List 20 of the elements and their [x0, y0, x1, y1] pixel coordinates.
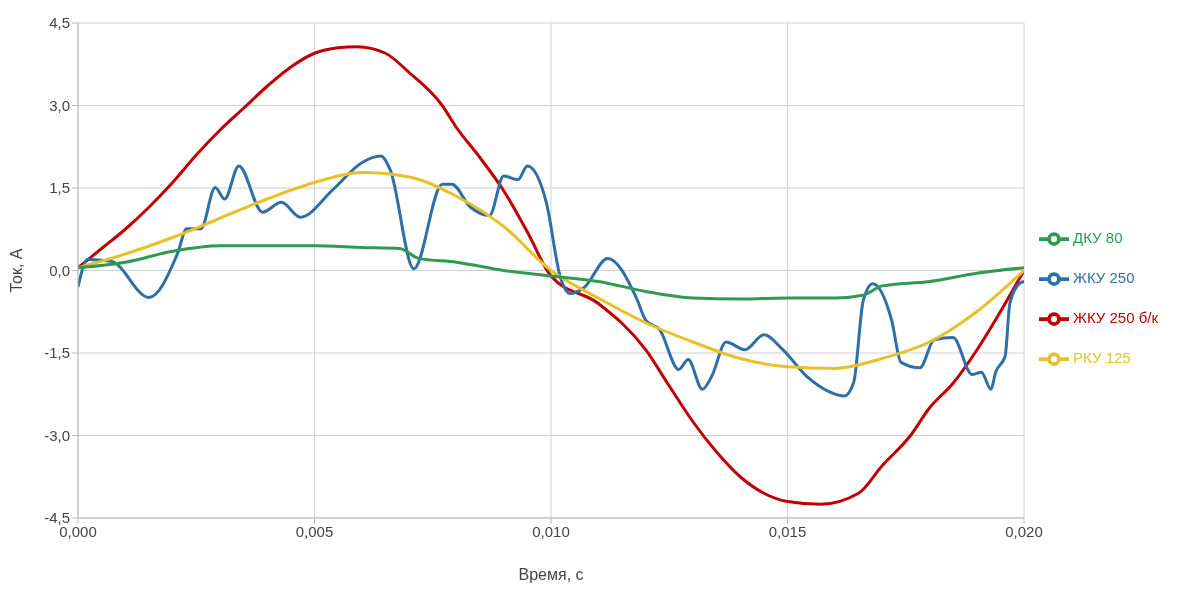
legend-label: РКУ 125 [1073, 349, 1131, 366]
y-tick-label: 3,0 [49, 96, 70, 114]
line-series [78, 244, 1025, 301]
legend-label: ЖКУ 250 [1073, 269, 1135, 286]
x-tick-label: 0,020 [1005, 522, 1043, 540]
line-series [78, 171, 1025, 370]
x-axis-title: Время, с [518, 566, 584, 583]
y-tick-label: -1,5 [44, 344, 70, 362]
line-series [78, 154, 1025, 398]
y-tick-label: -3,0 [44, 426, 70, 444]
y-tick-label: 1,5 [49, 179, 70, 197]
y-tick-label: 4,5 [49, 14, 70, 32]
x-tick-label: 0,005 [295, 522, 334, 540]
line-series [78, 45, 1025, 506]
legend-label: ЖКУ 250 б/к [1073, 309, 1158, 326]
legend-label: ДКУ 80 [1073, 229, 1123, 246]
y-tick-label: 0,0 [49, 261, 70, 279]
y-axis-title: Ток, А [7, 248, 25, 293]
x-tick-label: 0,010 [532, 522, 570, 540]
x-tick-label: 0,015 [768, 522, 807, 540]
